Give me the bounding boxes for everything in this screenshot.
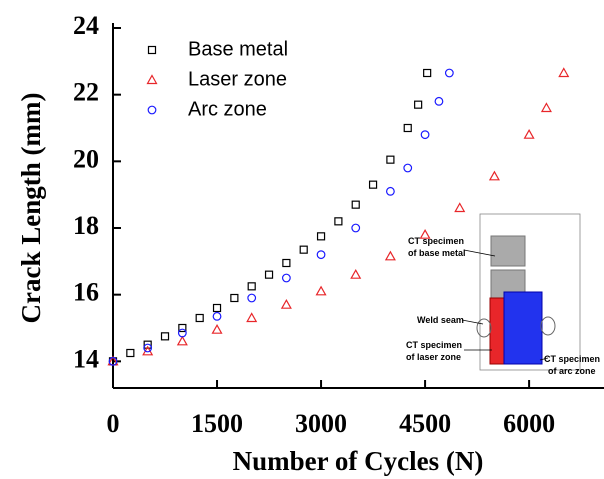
point [248,294,256,302]
point [404,164,412,172]
legend-marker [149,47,156,54]
annotation: Weld seam [417,315,464,325]
point [266,271,273,278]
y-tick-label: 22 [73,78,99,107]
y-tick-label: 18 [73,211,99,240]
point [282,300,291,308]
point [421,131,429,139]
pointer [464,250,495,256]
y-tick-label: 14 [73,344,99,373]
legend-label: Laser zone [188,68,287,90]
point [387,156,394,163]
x-tick-label: 0 [107,409,120,438]
annotation: CT specimen [408,236,464,246]
legend-label: Base metal [188,38,288,60]
point [435,98,443,106]
point [387,188,395,196]
base-block [491,236,525,266]
point [542,104,551,112]
point [335,218,342,225]
point [318,233,325,240]
point [283,274,291,282]
point [178,337,187,345]
seam [477,319,491,337]
arc-block [504,292,542,364]
point [446,69,454,77]
point [283,260,290,267]
point [300,246,307,253]
annotation: of laser zone [406,352,461,362]
point [352,201,359,208]
point [231,295,238,302]
point [162,333,169,340]
annotation: of arc zone [548,366,596,376]
point [317,287,326,295]
x-axis-label: Number of Cycles (N) [233,446,484,476]
point [213,325,222,333]
annotation: of base metal [408,248,466,258]
point [317,251,325,259]
point [455,204,464,212]
point [248,283,255,290]
point [370,181,377,188]
point [127,350,134,357]
x-tick-label: 6000 [503,409,555,438]
y-tick-label: 16 [73,278,99,307]
laser-block [490,298,504,364]
point [214,305,221,312]
point [490,172,499,180]
y-axis-label: Crack Length (mm) [16,93,46,324]
point [352,224,360,232]
x-tick-label: 4500 [399,409,451,438]
point [196,315,203,322]
legend-marker [148,76,157,84]
point [247,314,256,322]
point [525,130,534,138]
chart: Number of Cycles (N) Crack Length (mm) C… [0,0,604,479]
annotation: CT specimen [406,340,462,350]
annotation: CT specimen [544,354,600,364]
y-tick-label: 20 [73,144,99,173]
legend-label: Arc zone [188,98,267,120]
point [213,313,221,321]
x-tick-label: 3000 [295,409,347,438]
point [351,270,360,278]
point [386,252,395,260]
point [415,101,422,108]
point [559,69,568,77]
point [404,125,411,132]
y-tick-label: 24 [73,11,99,40]
point [424,70,431,77]
x-tick-label: 1500 [191,409,243,438]
seam [541,317,555,335]
inset: CT specimen of base metal Weld seam CT s… [406,214,600,376]
legend-marker [148,106,156,114]
